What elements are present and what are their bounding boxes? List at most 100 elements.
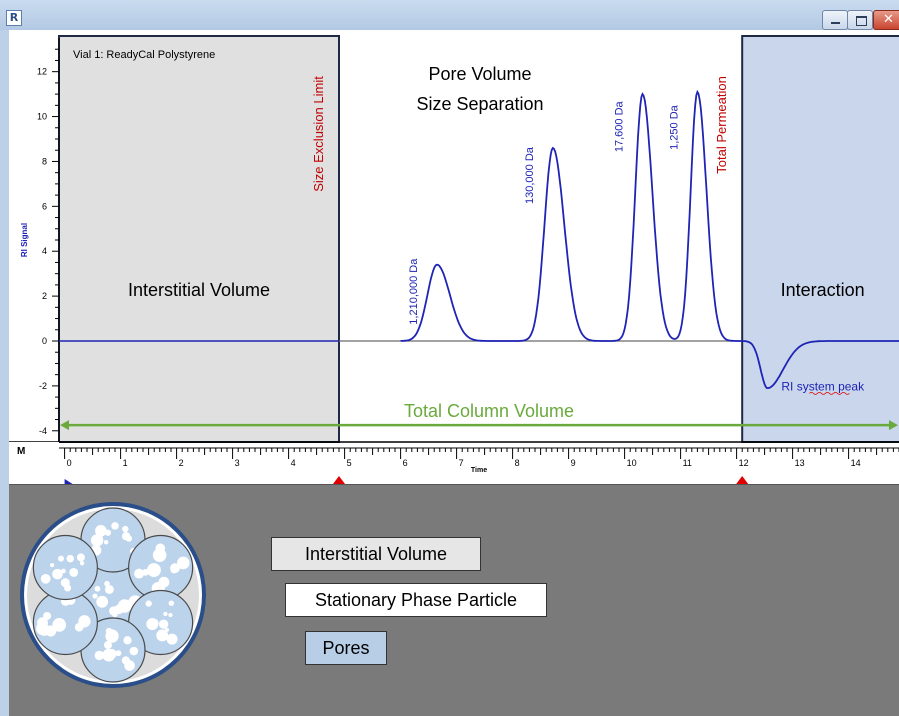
ruler-marker (64, 479, 73, 484)
pore (168, 600, 175, 606)
legend-pores: Pores (305, 631, 387, 665)
pore (49, 563, 55, 568)
y-tick-label: -4 (39, 426, 47, 436)
x-tick-label: 5 (347, 458, 352, 468)
x-tick-label: 9 (571, 458, 576, 468)
peak-label: 17,600 Da (614, 100, 626, 152)
pore (121, 532, 131, 541)
pore (94, 650, 105, 661)
pore (82, 618, 88, 625)
pore (43, 611, 52, 620)
x-tick-label: 4 (291, 458, 296, 468)
interstitial-region (58, 35, 340, 443)
y-tick-label: 6 (42, 201, 47, 211)
pore (76, 553, 85, 562)
boundary-label: Size Exclusion Limit (311, 76, 326, 192)
legend-stationary-phase-particle: Stationary Phase Particle (285, 583, 547, 617)
y-tick-label: 10 (37, 112, 47, 122)
interaction-region (741, 35, 899, 443)
pore (58, 555, 65, 562)
pore (122, 525, 129, 533)
span-arrow-left (60, 420, 69, 431)
pore (66, 554, 74, 563)
pore (150, 619, 159, 627)
pore (79, 560, 85, 566)
pore (52, 618, 67, 632)
close-icon: ✕ (883, 12, 894, 27)
maximize-icon (856, 16, 867, 26)
y-tick-label: 2 (42, 291, 47, 301)
y-tick-label: -2 (39, 381, 47, 391)
pore (105, 627, 113, 635)
x-tick-label: 1 (123, 458, 128, 468)
pore (61, 568, 66, 574)
y-tick-label: 0 (42, 336, 47, 346)
peak-label: 1,210,000 Da (408, 258, 420, 325)
pore (74, 622, 84, 632)
pore (96, 595, 109, 608)
pore (103, 539, 109, 545)
pore (146, 563, 161, 578)
pore (104, 580, 110, 587)
x-tick-label: 3 (235, 458, 240, 468)
y-tick-label: 4 (42, 246, 47, 256)
x-tick-label: 8 (515, 458, 520, 468)
interstitial-volume-label: Interstitial Volume (128, 280, 270, 300)
y-tick-label: 12 (37, 67, 47, 77)
pore (95, 525, 107, 537)
pore (176, 556, 190, 570)
x-tick-label: 0 (67, 458, 72, 468)
minimize-button[interactable] (822, 10, 848, 30)
boundary-label: Total Permeation (714, 76, 729, 174)
pore (60, 578, 70, 588)
ruler-marker (736, 476, 749, 484)
pore (111, 522, 119, 530)
peak-label: 1,250 Da (668, 104, 680, 150)
pore (104, 584, 114, 594)
pore (145, 600, 152, 607)
size-separation-label: Size Separation (416, 94, 543, 114)
y-axis-label: RI Signal (20, 223, 29, 257)
pore (163, 611, 168, 617)
legend-panel: Interstitial Volume Stationary Phase Par… (9, 484, 899, 716)
x-tick-label: 14 (851, 458, 861, 468)
pore (94, 585, 101, 592)
chart-title: Vial 1: ReadyCal Polystyrene (73, 49, 215, 61)
ruler-marker (333, 476, 345, 484)
pore (129, 646, 139, 656)
pore (92, 593, 98, 599)
x-tick-label: 10 (627, 458, 637, 468)
peak-label: 130,000 Da (524, 146, 536, 204)
legend-interstitial-volume: Interstitial Volume (271, 537, 481, 571)
system-peak-label: RI system peak (781, 379, 865, 393)
x-tick-label: 6 (403, 458, 408, 468)
close-button[interactable]: ✕ (873, 10, 899, 30)
pore (52, 568, 63, 580)
app-icon[interactable]: R (6, 10, 22, 26)
chromatogram-trace (400, 89, 899, 390)
pore (152, 548, 167, 562)
pore (158, 619, 169, 629)
pore (106, 648, 117, 659)
chromatogram-chart[interactable]: 12 10 8 6 4 2 0 -2 -4 RI Signal Vial 1: ReadyCal P… (9, 30, 899, 484)
pore (114, 604, 124, 615)
pore (166, 633, 178, 645)
x-tick-label: 12 (739, 458, 749, 468)
maximize-button[interactable] (847, 10, 873, 30)
pore (115, 650, 122, 657)
total-column-volume-label: Total Column Volume (404, 401, 574, 421)
pore (168, 612, 173, 618)
ruler-corner (9, 442, 59, 484)
pore (158, 576, 170, 588)
title-bar: R ✕ (0, 0, 899, 30)
pore (40, 573, 51, 584)
pore (38, 624, 50, 636)
pore (164, 627, 169, 632)
pore (104, 529, 112, 536)
span-arrow-right (889, 420, 898, 431)
pore (124, 660, 135, 671)
column-cross-section-illustration (20, 502, 206, 688)
minimize-icon (831, 22, 840, 24)
